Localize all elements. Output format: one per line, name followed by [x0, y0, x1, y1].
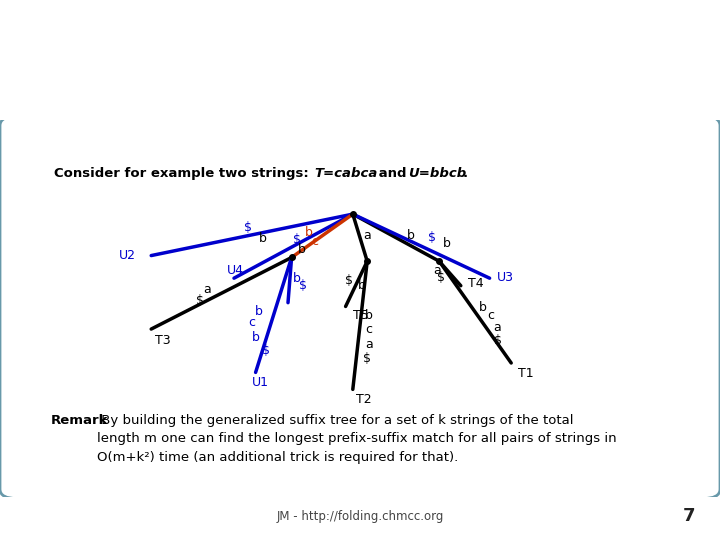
Text: T5: T5: [353, 309, 369, 322]
Text: $: $: [494, 334, 503, 347]
Text: b: b: [443, 237, 450, 249]
Text: b: b: [305, 226, 313, 239]
FancyBboxPatch shape: [0, 116, 720, 498]
Text: b: b: [298, 244, 306, 256]
Text: $: $: [299, 279, 307, 292]
Text: c: c: [487, 309, 495, 322]
Text: c: c: [312, 235, 318, 248]
Text: By building the generalized suffix tree for a set of k strings of the total
leng: By building the generalized suffix tree …: [97, 414, 617, 464]
Text: .: .: [463, 167, 468, 180]
Text: $: $: [196, 294, 204, 307]
Text: $: $: [262, 344, 271, 357]
Text: T=cabca: T=cabca: [315, 167, 378, 180]
Text: a: a: [203, 283, 211, 296]
Text: b: b: [252, 331, 259, 344]
Text: and: and: [374, 167, 411, 180]
Text: b: b: [259, 232, 266, 245]
Text: longest common substring problem: longest common substring problem: [27, 84, 446, 104]
Text: $: $: [244, 221, 253, 234]
Text: $: $: [428, 231, 436, 245]
Text: b: b: [293, 272, 301, 285]
Text: c: c: [365, 322, 372, 335]
Text: U4: U4: [227, 264, 244, 277]
Text: a: a: [433, 264, 441, 277]
Text: JM - http://folding.chmcc.org: JM - http://folding.chmcc.org: [276, 510, 444, 523]
Text: T4: T4: [468, 278, 484, 291]
Text: Generalized suffix tree for a set of strings and the: Generalized suffix tree for a set of str…: [27, 35, 621, 55]
Text: a: a: [493, 321, 500, 334]
Text: $: $: [363, 352, 372, 365]
Text: a: a: [365, 338, 372, 350]
Text: Remark: Remark: [50, 414, 108, 427]
Text: U3: U3: [497, 271, 514, 284]
Text: T2: T2: [356, 394, 372, 407]
Text: $: $: [437, 271, 446, 284]
Text: a: a: [364, 230, 371, 242]
Text: Consider for example two strings:: Consider for example two strings:: [54, 167, 313, 180]
Text: U=bbcb: U=bbcb: [408, 167, 467, 180]
Text: b: b: [479, 301, 486, 314]
Text: $: $: [345, 274, 354, 287]
Text: U2: U2: [119, 249, 136, 262]
Text: b: b: [407, 230, 414, 242]
Text: $: $: [293, 233, 301, 246]
Text: T3: T3: [155, 334, 171, 347]
Text: b: b: [359, 279, 366, 292]
Text: U1: U1: [252, 376, 269, 389]
Text: 7: 7: [683, 507, 695, 525]
Text: b: b: [256, 306, 263, 319]
Text: T1: T1: [518, 367, 534, 380]
Text: b: b: [365, 309, 372, 322]
Text: c: c: [248, 316, 256, 329]
